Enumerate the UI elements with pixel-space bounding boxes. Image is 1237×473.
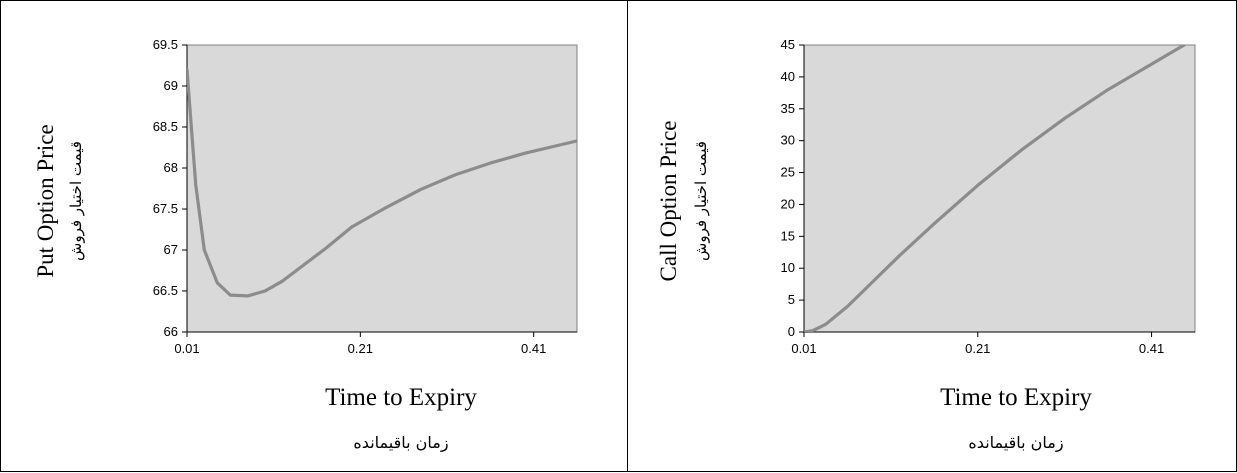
call-plot-area xyxy=(803,44,1196,333)
call-ytick-label: 35 xyxy=(781,101,795,116)
call-xtick-label: 0.41 xyxy=(1139,341,1164,356)
call-ytick-label: 5 xyxy=(788,292,795,307)
call-ytick-label: 40 xyxy=(781,69,795,84)
put-ytick-label: 67.5 xyxy=(153,201,178,216)
put-chart: 66 66.5 67 67.5 68 68.5 69 69.5 0.01 0.21 0.41 Put … xyxy=(33,37,578,453)
put-ytick-label: 66.5 xyxy=(153,283,178,298)
call-ylabel-en: Call Option Price xyxy=(656,121,681,282)
put-ytick-label: 67 xyxy=(164,242,178,257)
call-ytick-label: 15 xyxy=(781,228,795,243)
put-xtick-label: 0.41 xyxy=(521,341,546,356)
put-ytick-label: 69 xyxy=(164,78,178,93)
call-ytick-label: 25 xyxy=(781,165,795,180)
call-xlabel-en: Time to Expiry xyxy=(940,384,1092,411)
put-xlabel-en: Time to Expiry xyxy=(325,384,477,411)
call-chart-panel: 0 5 10 15 20 25 30 35 40 45 0.01 0.21 0.41 Call Optio… xyxy=(627,0,1237,472)
call-ytick-label: 10 xyxy=(781,260,795,275)
put-xtick-label: 0.21 xyxy=(348,341,373,356)
call-ytick-label: 20 xyxy=(781,196,795,211)
call-xtick-label: 0.21 xyxy=(965,341,990,356)
put-chart-panel: 66 66.5 67 67.5 68 68.5 69 69.5 0.01 0.21 0.41 Put … xyxy=(0,0,628,472)
call-ytick-label: 45 xyxy=(781,37,795,52)
call-ytick-label: 0 xyxy=(788,324,795,339)
put-ylabel-en: Put Option Price xyxy=(33,124,58,277)
put-ytick-label: 69.5 xyxy=(153,37,178,52)
put-series-line xyxy=(187,67,577,298)
call-ytick-label: 30 xyxy=(781,133,795,148)
put-ytick-label: 66 xyxy=(164,324,178,339)
call-chart: 0 5 10 15 20 25 30 35 40 45 0.01 0.21 0.41 Call Optio… xyxy=(656,37,1196,453)
call-series-line xyxy=(804,45,1188,332)
call-xtick-label: 0.01 xyxy=(791,341,816,356)
put-xlabel-fa: زمان باقیمانده xyxy=(353,433,448,453)
call-xlabel-fa: زمان باقیمانده xyxy=(968,433,1063,453)
put-ytick-label: 68 xyxy=(164,160,178,175)
call-ylabel-fa: قیمت اختیار فروش xyxy=(692,141,710,261)
put-xtick-label: 0.01 xyxy=(174,341,199,356)
put-ytick-label: 68.5 xyxy=(153,119,178,134)
put-plot-area xyxy=(186,44,578,333)
put-ylabel-fa: قیمت اختیار فروش xyxy=(67,141,85,261)
